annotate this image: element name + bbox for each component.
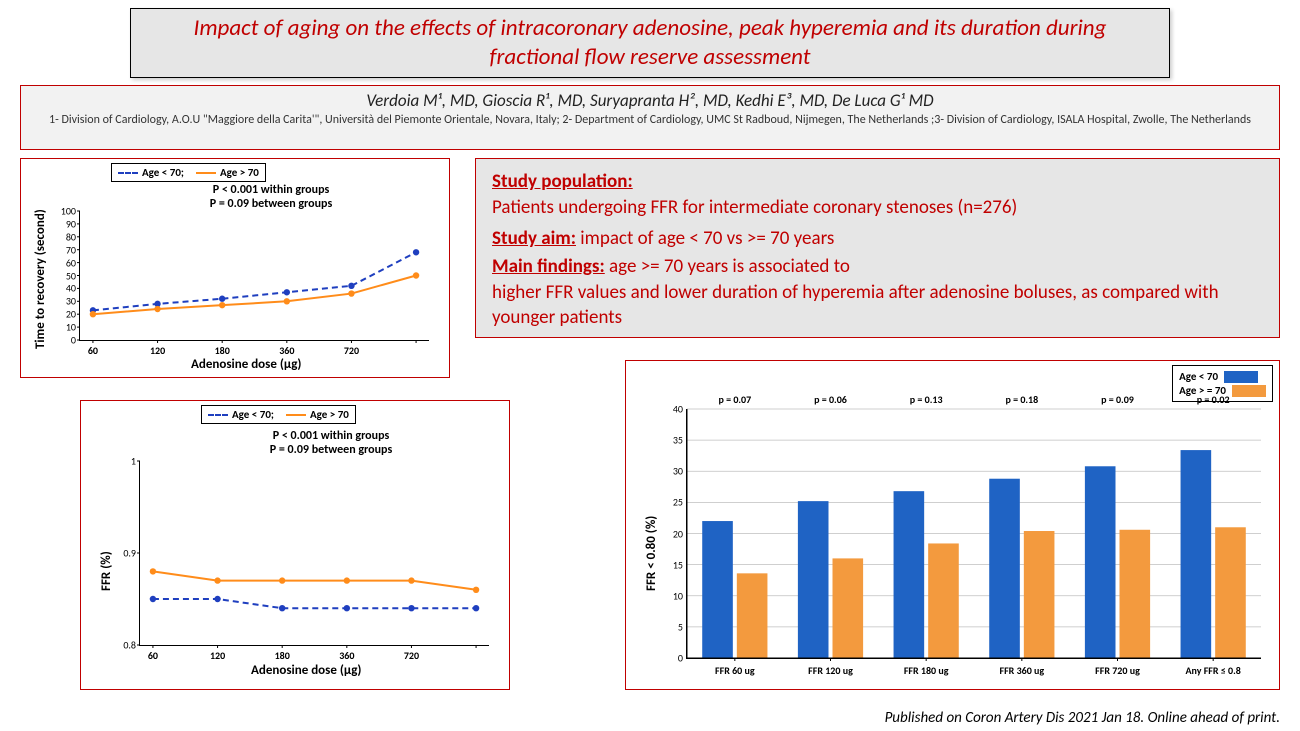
legend-young: Age < 70 bbox=[1179, 370, 1266, 383]
chart1-ylabel: Time to recovery (second) bbox=[33, 209, 48, 349]
summary-box: Study population: Patients undergoing FF… bbox=[475, 158, 1280, 338]
chart2-xlabel: Adenosine dose (µg) bbox=[251, 663, 361, 678]
chart1-plot-area: 010203040506070809010060120180360720 bbox=[79, 211, 429, 341]
legend-old: Age > 70 bbox=[196, 166, 259, 179]
legend-old: Age > 70 bbox=[286, 408, 349, 421]
summary-aim: Study aim: impact of age < 70 vs >= 70 y… bbox=[492, 226, 1263, 252]
chart2-pvals: P < 0.001 within groupsP = 0.09 between … bbox=[231, 429, 431, 458]
chart2-legend: Age < 70; Age > 70 bbox=[201, 405, 356, 424]
authors-line: Verdoia M¹, MD, Gioscia R¹, MD, Suryapra… bbox=[31, 90, 1269, 111]
title-box: Impact of aging on the effects of intrac… bbox=[130, 8, 1170, 78]
summary-findings: Main findings: age >= 70 years is associ… bbox=[492, 254, 1263, 331]
chart-time-to-recovery: Age < 70; Age > 70 P < 0.001 within grou… bbox=[20, 158, 450, 378]
publication-footnote: Published on Coron Artery Dis 2021 Jan 1… bbox=[885, 709, 1280, 727]
chart-ffr-below-080: Age < 70 Age > = 70 FFR < 0.80 (%) 05101… bbox=[625, 360, 1280, 690]
legend-young: Age < 70; bbox=[118, 166, 184, 179]
chart1-xlabel: Adenosine dose (µg) bbox=[191, 357, 301, 372]
chart3-plot-area: 0510152025303540p = 0.07FFR 60 ugp = 0.0… bbox=[686, 409, 1261, 659]
summary-population: Study population: Patients undergoing FF… bbox=[492, 169, 1263, 220]
legend-young: Age < 70; bbox=[208, 408, 274, 421]
chart2-plot-area: 0.80.9160120180360720 bbox=[139, 461, 489, 646]
chart1-pvals: P < 0.001 within groupsP = 0.09 between … bbox=[171, 183, 371, 212]
authors-box: Verdoia M¹, MD, Gioscia R¹, MD, Suryapra… bbox=[20, 85, 1280, 150]
chart1-legend: Age < 70; Age > 70 bbox=[111, 163, 266, 182]
page-title: Impact of aging on the effects of intrac… bbox=[151, 14, 1149, 72]
chart-ffr-percent: Age < 70; Age > 70 P < 0.001 within grou… bbox=[80, 400, 510, 690]
affiliations: 1- Division of Cardiology, A.O.U "Maggio… bbox=[31, 113, 1269, 128]
chart3-ylabel: FFR < 0.80 (%) bbox=[644, 516, 659, 591]
